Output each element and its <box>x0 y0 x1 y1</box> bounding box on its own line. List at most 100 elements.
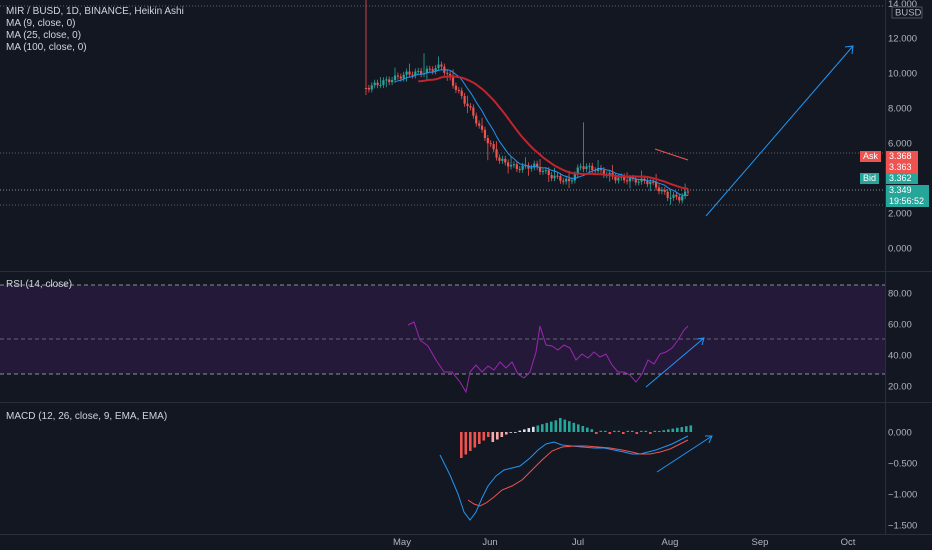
macd-hist-bar <box>662 430 666 432</box>
price-tick-label: 10.000 <box>888 69 917 80</box>
candle-body <box>376 82 379 86</box>
currency-label: BUSD <box>895 8 922 19</box>
candle-body <box>466 103 469 107</box>
candle-body <box>608 172 611 175</box>
macd-hist-bar <box>568 421 571 432</box>
trendline-red-drawing[interactable] <box>654 148 689 161</box>
moving-averages <box>394 69 689 196</box>
macd-hist-bar <box>676 427 679 432</box>
rsi-tick-label: 80.00 <box>888 289 912 300</box>
price-axis-top: 14.000 <box>888 0 917 10</box>
macd-hist-bar <box>500 432 504 437</box>
candle-body <box>617 177 620 181</box>
candle-body <box>678 196 681 201</box>
macd-hist-bar <box>581 426 585 432</box>
macd-hist-bar <box>626 430 630 432</box>
time-tick-label: Jun <box>482 537 497 548</box>
time-tick-label: Aug <box>662 537 679 548</box>
candle-body <box>576 167 579 175</box>
macd-hist-bar <box>604 430 607 432</box>
macd-hist-bar <box>635 432 639 434</box>
candle-body <box>628 177 632 182</box>
bar-countdown: 19:56:52 <box>889 196 925 206</box>
candle-body <box>414 71 417 76</box>
macd-axis[interactable]: 0.000 −0.500 −1.000 −1.500 <box>888 428 917 532</box>
candle-body <box>385 79 388 81</box>
candle-body <box>431 69 434 72</box>
candle-body <box>652 181 655 183</box>
candle-body <box>521 165 524 170</box>
candle-body <box>446 72 449 74</box>
candle-body <box>660 189 663 192</box>
rsi-axis[interactable]: 80.00 60.00 40.00 20.00 <box>888 289 912 393</box>
macd-legend[interactable]: MACD (12, 26, close, 9, EMA, EMA) <box>6 411 168 422</box>
macd-line <box>439 435 689 521</box>
signal-line <box>467 439 689 507</box>
macd-hist-bar <box>473 432 477 448</box>
candle-body <box>565 178 568 182</box>
candle-body <box>434 68 437 72</box>
time-axis[interactable]: May Jun Jul Aug Sep Oct <box>393 537 856 548</box>
last-price-tag: 3.349 19:56:52 <box>886 185 929 207</box>
macd-hist-bar <box>622 432 625 434</box>
candle-body <box>512 164 516 166</box>
macd-hist-bar <box>554 420 558 432</box>
candle-body <box>379 84 382 86</box>
candle-body <box>411 74 414 76</box>
macd-hist-bar <box>658 431 661 432</box>
candle-body <box>570 180 574 182</box>
rsi-arrow-drawing[interactable] <box>645 337 705 388</box>
candle-body <box>602 170 605 175</box>
trend-arrow-drawing[interactable] <box>705 45 854 217</box>
macd-hist-bar <box>649 432 652 434</box>
candle-body <box>507 162 510 167</box>
candle-body <box>463 95 466 104</box>
candle-body <box>373 82 376 86</box>
candle-body <box>533 163 536 168</box>
time-tick-label: Jul <box>572 537 584 548</box>
candle-body <box>518 169 521 171</box>
candle-body <box>480 125 484 130</box>
candle-body <box>402 74 405 79</box>
candle-body <box>420 70 423 75</box>
macd-histogram <box>460 418 693 458</box>
candle-body <box>675 194 678 197</box>
rsi-legend[interactable]: RSI (14, close) <box>6 279 73 290</box>
symbol-title[interactable]: MIR / BUSD, 1D, BINANCE, Heikin Ashi <box>6 6 184 17</box>
candle-body <box>582 166 585 170</box>
candle-body <box>649 181 652 185</box>
ma25-legend[interactable]: MA (25, close, 0) <box>6 30 82 41</box>
candle-body <box>547 170 550 176</box>
macd-hist-bar <box>541 424 544 432</box>
bid-label: Bid <box>860 173 880 184</box>
candle-body <box>483 129 487 139</box>
candle-body <box>637 181 640 183</box>
macd-arrow-drawing[interactable] <box>656 435 713 473</box>
ma100-legend[interactable]: MA (100, close, 0) <box>6 42 87 53</box>
ask-sub-price: 3.363 <box>886 162 918 173</box>
candle-body <box>663 189 666 192</box>
ma9-legend[interactable]: MA (9, close, 0) <box>6 18 76 29</box>
candle-body <box>640 178 643 182</box>
macd-hist-bar <box>644 430 648 432</box>
candle-body <box>646 180 649 185</box>
candle-body <box>364 88 368 89</box>
candle-body <box>553 175 556 179</box>
candle-body <box>498 157 501 161</box>
candle-body <box>382 80 385 85</box>
candles-group <box>364 0 690 205</box>
macd-tick-label: 0.000 <box>888 428 912 439</box>
macd-hist-bar <box>545 422 549 432</box>
last-price: 3.349 <box>889 185 912 195</box>
ma9-line <box>394 69 689 196</box>
candle-body <box>454 85 458 90</box>
macd-hist-bar <box>496 432 499 440</box>
price-tick-label: 6.000 <box>888 139 912 150</box>
macd-hist-bar <box>613 430 616 432</box>
candle-body <box>669 197 672 199</box>
macd-hist-bar <box>671 428 675 432</box>
candle-body <box>538 167 542 172</box>
candle-body <box>559 176 562 181</box>
